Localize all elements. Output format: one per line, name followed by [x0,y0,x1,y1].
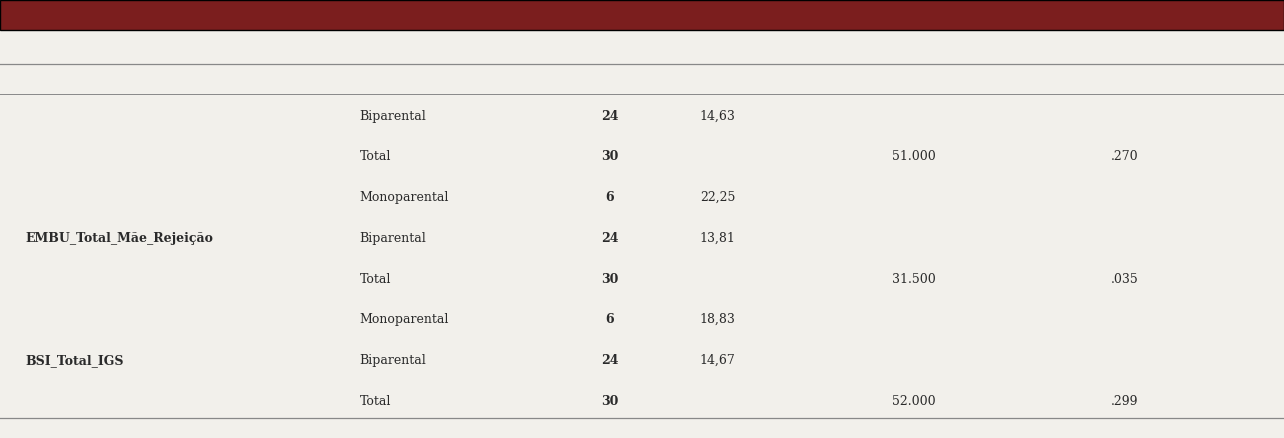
Text: BSI_Total_IGS: BSI_Total_IGS [26,354,125,367]
Text: 24: 24 [601,110,619,123]
Text: 30: 30 [601,395,619,408]
Text: Total: Total [360,395,390,408]
Text: 6: 6 [606,191,614,204]
Text: 22,25: 22,25 [700,191,736,204]
Text: Total: Total [360,272,390,286]
Text: Monoparental: Monoparental [360,313,449,326]
Text: .299: .299 [1111,395,1138,408]
Text: Total: Total [360,150,390,163]
Text: .035: .035 [1111,272,1139,286]
Text: 14,67: 14,67 [700,354,736,367]
Text: Biparental: Biparental [360,110,426,123]
Text: Monoparental: Monoparental [360,191,449,204]
Text: 13,81: 13,81 [700,232,736,245]
Text: .270: .270 [1111,150,1139,163]
Text: Biparental: Biparental [360,232,426,245]
Text: 30: 30 [601,272,619,286]
Text: 6: 6 [606,313,614,326]
FancyBboxPatch shape [0,0,1284,30]
Text: 52.000: 52.000 [892,395,936,408]
Text: 51.000: 51.000 [892,150,936,163]
Text: 14,63: 14,63 [700,110,736,123]
Text: 30: 30 [601,150,619,163]
Text: 31.500: 31.500 [892,272,936,286]
Text: 24: 24 [601,232,619,245]
Text: Biparental: Biparental [360,354,426,367]
Text: 24: 24 [601,354,619,367]
Text: EMBU_Total_Mãe_Rejeição: EMBU_Total_Mãe_Rejeição [26,232,213,245]
Text: 18,83: 18,83 [700,313,736,326]
